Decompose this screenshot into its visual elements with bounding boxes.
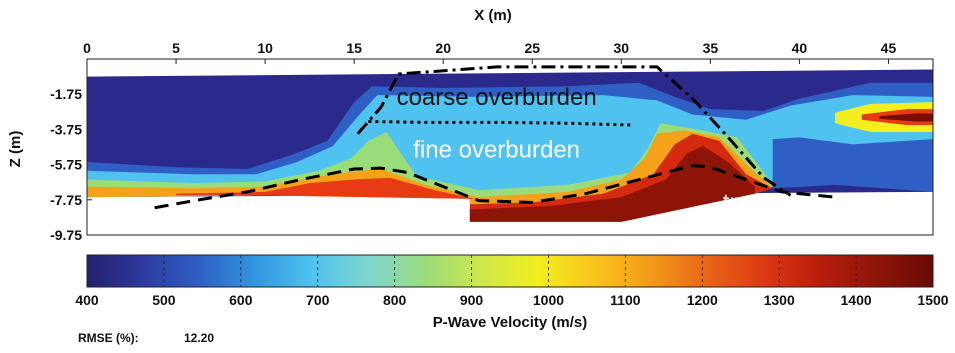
x-axis-label: X (m) xyxy=(474,7,512,24)
rmse-value: 12.20 xyxy=(184,331,215,345)
layer-annotations: coarse overburden fine overburden traver… xyxy=(397,84,823,217)
plot-area xyxy=(87,65,933,222)
x-tick-label: 30 xyxy=(614,40,630,56)
boundary-fine xyxy=(368,119,631,127)
y-tick-label: -9.75 xyxy=(50,227,82,243)
colorbar-tick-label: 1000 xyxy=(533,292,564,308)
colorbar-tick-label: 900 xyxy=(460,292,484,308)
colorbar-tick-label: 1400 xyxy=(841,292,872,308)
interpretation-boundaries xyxy=(154,65,836,210)
colorbar-tick-label: 800 xyxy=(383,292,407,308)
x-tick-label: 15 xyxy=(346,40,362,56)
x-tick-label: 40 xyxy=(792,40,808,56)
x-tick-label: 45 xyxy=(881,40,897,56)
annotation-fine-overburden: fine overburden xyxy=(413,137,580,164)
colorbar: 400 500 600 700 800 900 1000 1100 1200 1300 1400 15… xyxy=(75,254,949,331)
x-tick-label: 10 xyxy=(257,40,273,56)
y-tick-labels: -1.75 -3.75 -5.75 -7.75 -9.75 xyxy=(50,86,92,243)
colorbar-tick-label: 1200 xyxy=(687,292,718,308)
velocity-contour-1450 xyxy=(469,146,755,222)
colorbar-tick-marks xyxy=(163,255,857,287)
x-tick-labels: 0 5 10 15 20 25 30 35 40 45 xyxy=(83,40,896,64)
y-tick-label: -5.75 xyxy=(50,157,82,173)
boundary-coarse xyxy=(356,65,792,197)
x-tick-label: 25 xyxy=(524,40,540,56)
rmse-label: RMSE (%): xyxy=(78,331,139,345)
plot-frame xyxy=(86,58,934,236)
colorbar-tick-label: 1500 xyxy=(917,292,948,308)
x-tick-label: 35 xyxy=(703,40,719,56)
boundary-travertine xyxy=(154,163,836,210)
colorbar-tick-label: 500 xyxy=(152,292,176,308)
colorbar-label: P-Wave Velocity (m/s) xyxy=(433,314,588,331)
colorbar-tick-label: 1100 xyxy=(610,292,641,308)
y-tick-label: -3.75 xyxy=(50,121,82,137)
velocity-field xyxy=(87,69,933,222)
colorbar-tick-label: 1300 xyxy=(764,292,795,308)
colorbar-gradient xyxy=(86,254,934,288)
x-tick-label: 0 xyxy=(83,40,91,56)
x-tick-label: 20 xyxy=(435,40,451,56)
annotation-travertine: travertine xyxy=(723,189,823,216)
x-tick-label: 5 xyxy=(172,40,180,56)
colorbar-tick-label: 400 xyxy=(75,292,99,308)
annotation-coarse-overburden: coarse overburden xyxy=(397,84,597,111)
velocity-contour-1500 xyxy=(879,113,933,122)
velocity-contour-1300 xyxy=(176,177,476,199)
y-tick-label: -1.75 xyxy=(50,86,82,102)
y-axis-label: Z (m) xyxy=(7,131,24,168)
colorbar-tick-label: 600 xyxy=(229,292,253,308)
y-tick-label: -7.75 xyxy=(50,192,82,208)
colorbar-tick-labels: 400 500 600 700 800 900 1000 1100 1200 1300 1400 15… xyxy=(75,292,948,308)
colorbar-tick-label: 700 xyxy=(306,292,330,308)
